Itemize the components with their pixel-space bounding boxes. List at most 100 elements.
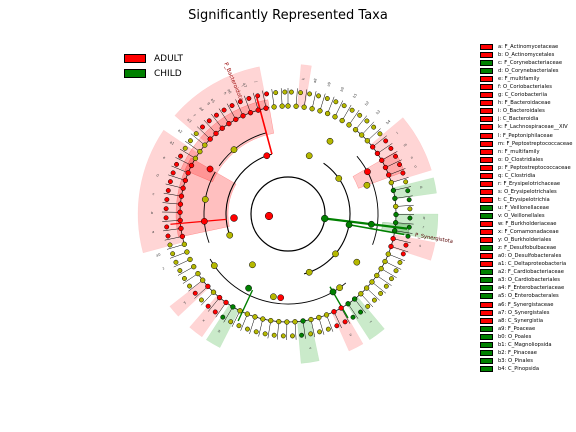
family-node [342, 319, 348, 325]
leaf-branch [388, 253, 406, 262]
order-node [308, 316, 314, 323]
key-item-n: n: F_multifamily [480, 148, 572, 156]
leaf-branch [218, 108, 230, 124]
family-node [255, 93, 261, 99]
sector-letter-label: o [414, 164, 417, 169]
family-node [333, 99, 339, 105]
family-node [229, 103, 235, 109]
key-swatch [480, 60, 493, 67]
leaf-branch [244, 95, 251, 113]
key-swatch [480, 221, 493, 228]
leaf-branch [395, 204, 414, 207]
internal-node [249, 261, 256, 269]
family-node [170, 251, 176, 257]
family-node [205, 303, 211, 309]
leaf-branch [326, 314, 334, 332]
key-label: t: C_Erysipelotrichia [498, 196, 550, 203]
order-node [197, 148, 203, 155]
sector-letter-label: k [301, 77, 305, 80]
family-node [167, 179, 173, 185]
key-label: a3: O_Cardiobacteriales [498, 277, 560, 284]
key-item-h: h: F_Bacteroidaceae [480, 99, 572, 107]
order-node [352, 127, 359, 133]
key-item-v: v: O_Veillonellales [480, 212, 572, 220]
order-node [374, 150, 381, 157]
family-node [280, 333, 286, 339]
key-swatch [480, 164, 493, 171]
sector-letter-label: s [419, 244, 422, 248]
sector-letter-label: u [348, 333, 353, 337]
key-swatch [480, 261, 493, 268]
clade-highlight-sector [392, 177, 437, 200]
key-item-a8: a8: C_Synergistia [480, 317, 572, 325]
leaf-branch [347, 303, 359, 319]
leaf-branch [163, 192, 182, 197]
family-node [245, 326, 250, 332]
internal-node [226, 231, 234, 239]
order-node [244, 311, 251, 317]
family-node [228, 319, 234, 325]
order-node [359, 132, 365, 138]
leaf-branch [162, 202, 181, 205]
family-node [397, 260, 403, 265]
family-node [324, 96, 330, 101]
key-label: j: C_Bacteroidia [498, 116, 539, 123]
leaf-branch [185, 140, 201, 152]
sector-letter-label: g [207, 101, 212, 105]
inner-ring-branch [250, 176, 326, 252]
order-node [223, 299, 229, 306]
leaf-branch [249, 316, 256, 335]
key-item-t: t: C_Erysipelotrichia [480, 196, 572, 204]
key-item-w: w: F_Burkholderiaceae [480, 220, 572, 228]
order-node [301, 104, 307, 110]
key-item-s: s: O_Erysipelotrichales [480, 188, 572, 196]
key-swatch [480, 365, 493, 372]
key-label: b2: F_Pinaceae [498, 349, 537, 356]
family-node [406, 224, 412, 230]
key-swatch [480, 333, 493, 340]
order-node [247, 110, 254, 116]
class-arc-branch [203, 171, 216, 243]
order-node [369, 144, 376, 150]
leaf-branch [367, 128, 381, 141]
order-node [323, 312, 330, 318]
family-node [388, 145, 394, 151]
family-node [364, 118, 370, 124]
family-node [200, 124, 205, 130]
family-node [174, 161, 179, 167]
key-label: a6: F_Synergistaceae [498, 301, 554, 308]
family-node [253, 329, 259, 335]
family-node [365, 303, 371, 309]
order-node [388, 243, 394, 250]
key-item-b0: b0: O_Poales [480, 333, 572, 341]
key-label: h: F_Bacteroidaceae [498, 100, 551, 107]
class-arc-branch [356, 155, 379, 245]
family-node [316, 93, 321, 99]
sector-letter-label: w [217, 329, 222, 334]
family-node [282, 89, 288, 95]
key-item-i: i: O_Bacteroidales [480, 107, 572, 115]
leaf-branch [197, 126, 211, 140]
sector-letter-label: r [422, 225, 424, 229]
family-node [299, 332, 305, 338]
family-node [273, 90, 279, 96]
key-swatch [480, 156, 493, 163]
key-swatch [480, 124, 493, 131]
key-swatch [480, 269, 493, 276]
key-item-d: d: O_Corynebacteriales [480, 67, 572, 75]
highlighted-branch [237, 289, 254, 322]
order-node [363, 285, 370, 291]
order-node [324, 110, 331, 117]
family-node [317, 329, 323, 335]
order-node [317, 108, 323, 114]
leaf-branch [360, 293, 374, 308]
phylum-arc-branch [225, 153, 273, 236]
sector-letter-label: h [223, 92, 228, 96]
family-node [350, 314, 356, 320]
sector-letter-label: f [192, 114, 196, 118]
family-node [407, 215, 413, 221]
key-label: e: F_multifamily [498, 76, 540, 83]
order-node [385, 251, 391, 257]
order-node [292, 319, 298, 325]
phylum-node [321, 214, 329, 223]
